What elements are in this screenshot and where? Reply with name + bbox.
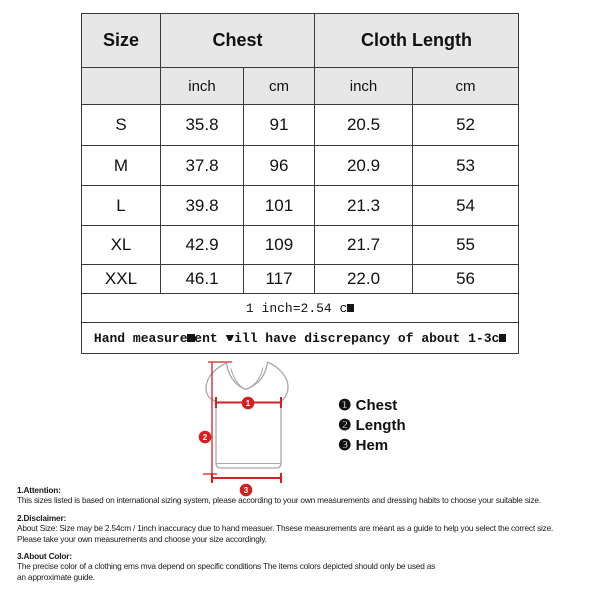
svg-text:2: 2	[203, 433, 208, 442]
svg-text:1: 1	[246, 399, 251, 408]
